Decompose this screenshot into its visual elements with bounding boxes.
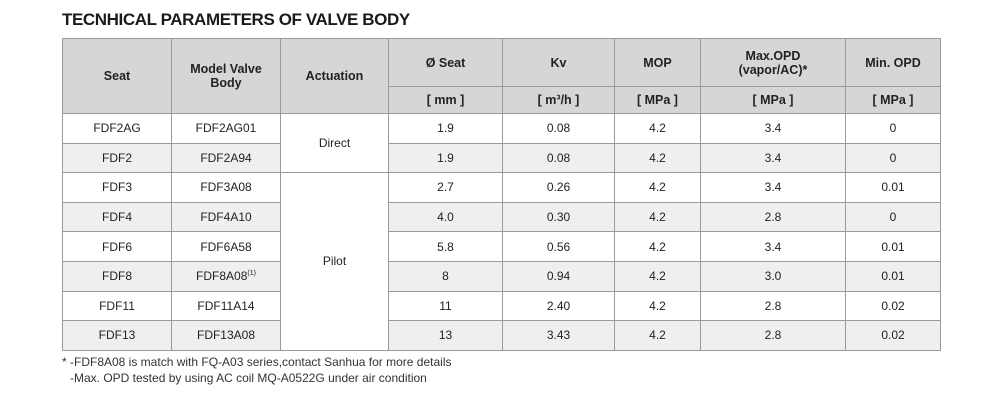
value-cell: 4.2 [614,142,701,174]
seat-cell: FDF3 [62,172,172,203]
seat-cell: FDF11 [62,290,172,322]
value-cell: 0.94 [502,260,615,292]
value-cell: 3.0 [700,260,846,292]
data-row: FDF11 FDF11A14 11 2.40 4.2 2.8 0.02 [62,290,941,322]
parameters-table: Seat Model Valve Body Actuation Ø Seat Kv MOP… [62,38,941,351]
value-cell: 0.08 [502,113,615,144]
model-cell: FDF11A14 [171,290,281,322]
value-cell: 0.30 [502,201,615,233]
seat-cell: FDF13 [62,320,172,351]
value-cell: 0 [845,201,941,233]
model-cell: FDF2AG01 [171,113,281,144]
model-text: FDF6A58 [200,239,252,254]
actuation-cell: Pilot [280,172,389,351]
unit-header: [ MPa ] [845,86,941,114]
seat-cell: FDF2AG [62,113,172,144]
table-body: FDF2AG FDF2AG01 Direct 1.9 0.08 4.2 3.4 0 FDF2 FD… [62,112,941,351]
value-cell: 4.0 [388,201,503,233]
model-cell: FDF3A08 [171,172,281,203]
column-header: Max.OPD (vapor/AC)* [700,38,846,87]
footnotes: * -FDF8A08 is match with FQ-A03 series,c… [62,354,452,386]
model-text: FDF3A08 [200,180,252,195]
value-cell: 2.8 [700,290,846,322]
model-cell: FDF2A94 [171,142,281,174]
value-cell: 3.4 [700,172,846,203]
model-cell: FDF13A08 [171,320,281,351]
column-header: Ø Seat [388,38,503,87]
model-cell: FDF8A08(1) [171,260,281,292]
data-row: FDF8 FDF8A08(1) 8 0.94 4.2 3.0 0.01 [62,260,941,292]
data-row: FDF4 FDF4A10 4.0 0.30 4.2 2.8 0 [62,201,941,233]
value-cell: 4.2 [614,113,701,144]
value-cell: 0.01 [845,172,941,203]
value-cell: 0.01 [845,231,941,262]
value-cell: 4.2 [614,290,701,322]
model-text: FDF2AG01 [195,121,257,136]
column-header: Seat [62,38,172,114]
value-cell: 3.4 [700,231,846,262]
model-note: (1) [247,270,256,278]
data-row: FDF2 FDF2A94 1.9 0.08 4.2 3.4 0 [62,142,941,174]
title: TECNHICAL PARAMETERS OF VALVE BODY [62,10,410,29]
units-row: [ mm ][ m³/h ][ MPa ][ MPa ][ MPa ] [63,86,941,114]
data-row: FDF6 FDF6A58 5.8 0.56 4.2 3.4 0.01 [62,231,941,262]
value-cell: 3.43 [502,320,615,351]
model-text: FDF4A10 [200,210,252,225]
column-header: MOP [614,38,701,87]
value-cell: 1.9 [388,113,503,144]
model-text: FDF2A94 [200,150,252,165]
value-cell: 0.08 [502,142,615,174]
unit-header: [ MPa ] [700,86,846,114]
model-cell: FDF6A58 [171,231,281,262]
data-row: FDF3 FDF3A08 Pilot 2.7 0.26 4.2 3.4 0.01 [62,172,941,351]
value-cell: 0.56 [502,231,615,262]
seat-cell: FDF6 [62,231,172,262]
data-row: FDF2AG FDF2AG01 Direct 1.9 0.08 4.2 3.4 0 [62,112,941,174]
value-cell: 0.26 [502,172,615,203]
header-row: Seat Model Valve Body Actuation Ø Seat Kv MOP… [62,38,941,114]
value-cell: 0.01 [845,260,941,292]
model-text: FDF11A14 [197,298,255,313]
unit-header: [ MPa ] [614,86,701,114]
footnote: * -FDF8A08 is match with FQ-A03 series,c… [62,355,452,369]
value-cell: 4.2 [614,260,701,292]
value-cell: 4.2 [614,231,701,262]
value-cell: 0.02 [845,290,941,322]
value-cell: 5.8 [388,231,503,262]
value-cell: 0 [845,142,941,174]
column-header: Min. OPD [845,38,941,87]
model-text: FDF8A08 [196,269,248,284]
value-cell: 11 [388,290,503,322]
unit-header: [ m³/h ] [502,86,615,114]
column-header: Model Valve Body [171,38,281,114]
value-cell: 1.9 [388,142,503,174]
value-cell: 4.2 [614,201,701,233]
column-header: Kv [502,38,615,87]
value-cell: 3.4 [700,113,846,144]
value-cell: 2.40 [502,290,615,322]
value-cell: 4.2 [614,172,701,203]
model-cell: FDF4A10 [171,201,281,233]
footnote: -Max. OPD tested by using AC coil MQ-A05… [70,371,427,385]
value-cell: 4.2 [614,320,701,351]
table-header: Seat Model Valve Body Actuation Ø Seat Kv MOP… [62,38,941,114]
value-cell: 2.7 [388,172,503,203]
data-row: FDF13 FDF13A08 13 3.43 4.2 2.8 0.02 [62,320,941,351]
seat-cell: FDF4 [62,201,172,233]
unit-header: [ mm ] [388,86,503,114]
value-cell: 13 [388,320,503,351]
value-cell: 2.8 [700,201,846,233]
value-cell: 0 [845,113,941,144]
value-cell: 8 [388,260,503,292]
value-cell: 2.8 [700,320,846,351]
value-cell: 0.02 [845,320,941,351]
value-cell: 3.4 [700,142,846,174]
seat-cell: FDF2 [62,142,172,174]
actuation-cell: Direct [280,112,389,174]
seat-cell: FDF8 [62,260,172,292]
model-text: FDF13A08 [196,328,256,343]
column-header: Actuation [280,38,389,114]
